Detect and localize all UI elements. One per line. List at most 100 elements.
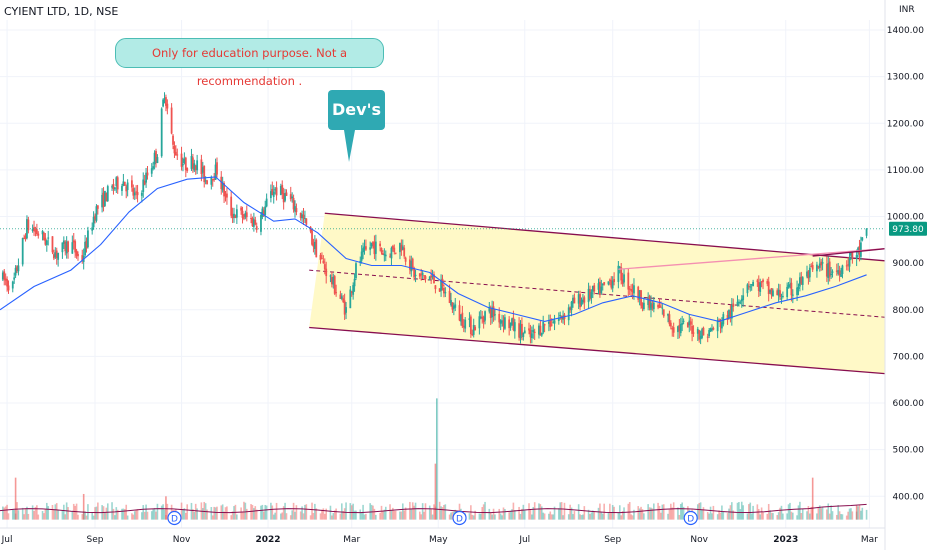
candle-body <box>757 282 760 291</box>
volume-bar <box>54 504 57 520</box>
candle-body <box>772 290 774 297</box>
candle-body <box>807 271 810 279</box>
volume-bar <box>769 510 771 520</box>
candle-body <box>301 214 303 219</box>
education-note[interactable]: Only for education purpose. Not a recomm… <box>115 38 384 88</box>
volume-bar <box>214 507 217 520</box>
candle-body <box>801 277 804 285</box>
volume-bar <box>156 503 159 520</box>
candle-body <box>363 246 366 250</box>
volume-spike <box>165 496 167 520</box>
candle-body <box>790 282 793 296</box>
candle-body <box>677 326 679 333</box>
candle-body <box>150 168 153 174</box>
candle-body <box>44 237 47 245</box>
candle-body <box>681 322 684 325</box>
volume-bar <box>17 510 20 520</box>
candle-body <box>111 186 113 188</box>
candle-body <box>508 319 511 329</box>
volume-bar <box>553 506 556 520</box>
candle-body <box>688 320 691 326</box>
candle-body <box>184 157 187 171</box>
volume-bar <box>451 511 454 520</box>
volume-bar <box>428 505 431 520</box>
time-tick-label: Nov <box>173 535 191 545</box>
candle-body <box>421 272 424 275</box>
volume-spike <box>82 493 85 520</box>
candle-body <box>657 304 659 308</box>
candle-body <box>400 244 403 251</box>
author-callout[interactable]: Dev's <box>328 90 385 130</box>
volume-bar <box>749 502 752 520</box>
volume-bar <box>359 509 362 520</box>
volume-bar <box>162 504 164 520</box>
candle-body <box>800 276 803 284</box>
candle-body <box>796 287 798 296</box>
candle-body <box>450 300 452 306</box>
volume-bar <box>421 503 424 520</box>
candle-body <box>716 320 719 332</box>
candle-body <box>472 324 475 335</box>
volume-bar <box>281 512 284 520</box>
volume-bar <box>183 508 186 520</box>
volume-bar <box>419 511 421 520</box>
volume-bar <box>657 502 659 520</box>
volume-spike <box>855 505 858 520</box>
volume-bar <box>509 511 512 520</box>
volume-bar <box>716 514 719 520</box>
dividend-marker <box>167 510 182 526</box>
candle-body <box>603 282 606 285</box>
volume-bar <box>399 511 401 520</box>
volume-bar <box>766 513 769 520</box>
candle-body <box>428 276 431 281</box>
candle-body <box>818 263 821 268</box>
time-tick-label: Mar <box>861 535 878 545</box>
volume-bar <box>431 514 434 520</box>
candle-body <box>196 160 199 171</box>
volume-bar <box>617 512 620 520</box>
volume-bar <box>865 509 868 520</box>
volume-bar <box>244 502 247 520</box>
volume-bar <box>726 513 729 520</box>
candle-body <box>590 292 593 298</box>
volume-bar <box>468 513 471 520</box>
trend-line-red <box>618 248 886 270</box>
candle-body <box>539 325 542 336</box>
volume-bar <box>518 506 520 520</box>
candle-body <box>708 329 711 337</box>
candle-body <box>312 243 315 247</box>
volume-bar <box>261 504 264 520</box>
candle-body <box>27 219 30 231</box>
candle-body <box>840 274 842 277</box>
volume-bar <box>539 504 542 520</box>
candle-body <box>201 167 204 173</box>
volume-bar <box>719 512 722 520</box>
candle-body <box>720 322 723 329</box>
volume-bar <box>549 511 552 520</box>
candle-body <box>530 333 533 339</box>
candle-body <box>384 254 387 257</box>
candle-body <box>502 320 505 327</box>
volume-bar <box>372 505 374 520</box>
candle-body <box>816 264 818 272</box>
candle-body <box>145 172 147 183</box>
candle-body <box>299 212 302 218</box>
volume-bar <box>240 507 242 520</box>
candle-body <box>294 206 296 212</box>
volume-bar <box>289 515 292 520</box>
volume-bar <box>400 511 403 520</box>
candle-body <box>350 291 353 293</box>
volume-bar <box>860 510 862 520</box>
candle-body <box>538 325 540 335</box>
price-tick-label: 500.00 <box>893 446 925 456</box>
candle-body <box>831 271 834 273</box>
candle-body <box>781 296 784 298</box>
candle-body <box>776 290 779 296</box>
volume-bar <box>563 502 566 520</box>
time-tick-label: Sep <box>604 535 621 545</box>
volume-bar <box>807 506 810 520</box>
volume-bar <box>759 514 761 520</box>
candle-body <box>621 279 624 284</box>
candle-body <box>702 327 705 336</box>
